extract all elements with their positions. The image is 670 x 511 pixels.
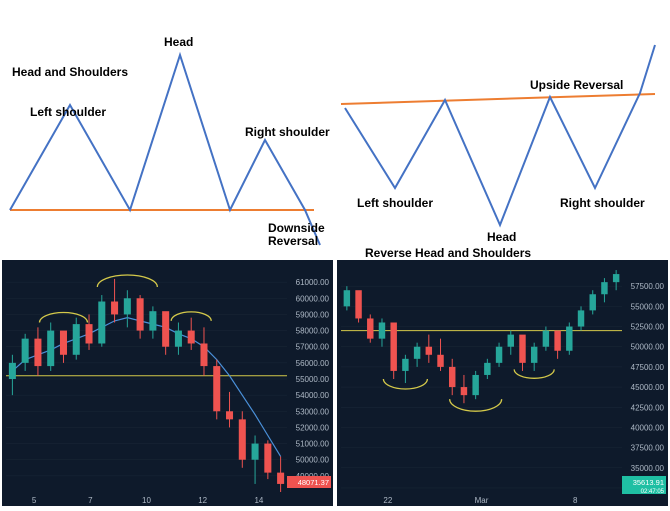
rhs-left-shoulder-label: Left shoulder xyxy=(357,196,433,210)
chart-canvas-right: 32500.0035000.0037500.0040000.0042500.00… xyxy=(337,260,668,506)
reverse-hs-pattern-diagram xyxy=(335,0,670,258)
svg-text:40000.00: 40000.00 xyxy=(631,423,665,432)
svg-text:61000.00: 61000.00 xyxy=(296,278,330,287)
svg-text:53000.00: 53000.00 xyxy=(296,407,330,416)
svg-text:37500.00: 37500.00 xyxy=(631,444,665,453)
svg-text:57000.00: 57000.00 xyxy=(296,343,330,352)
hs-title: Head and Shoulders xyxy=(12,65,128,79)
svg-text:55000.00: 55000.00 xyxy=(296,375,330,384)
svg-text:59000.00: 59000.00 xyxy=(296,310,330,319)
svg-text:48071.37: 48071.37 xyxy=(298,478,329,487)
hs-head-label: Head xyxy=(164,35,193,49)
svg-text:8: 8 xyxy=(573,496,578,505)
hs-candlestick-chart: 49000.0050000.0051000.0052000.0053000.00… xyxy=(2,260,333,506)
svg-text:35000.00: 35000.00 xyxy=(631,464,665,473)
svg-text:50000.00: 50000.00 xyxy=(296,456,330,465)
svg-text:54000.00: 54000.00 xyxy=(296,391,330,400)
bottom-charts: 49000.0050000.0051000.0052000.0053000.00… xyxy=(0,258,670,508)
hs-reversal-label: DownsideReversal xyxy=(268,222,325,248)
svg-text:12: 12 xyxy=(198,496,207,505)
svg-text:58000.00: 58000.00 xyxy=(296,327,330,336)
rhs-candlestick-chart: 32500.0035000.0037500.0040000.0042500.00… xyxy=(337,260,668,506)
chart-canvas-left: 49000.0050000.0051000.0052000.0053000.00… xyxy=(2,260,333,506)
svg-text:60000.00: 60000.00 xyxy=(296,294,330,303)
rhs-head-label: Head xyxy=(487,230,516,244)
rhs-right-shoulder-label: Right shoulder xyxy=(560,196,645,210)
svg-text:52500.00: 52500.00 xyxy=(631,323,665,332)
svg-text:Mar: Mar xyxy=(475,496,489,505)
svg-text:10: 10 xyxy=(142,496,151,505)
svg-text:35613.91: 35613.91 xyxy=(633,478,664,487)
svg-text:45000.00: 45000.00 xyxy=(631,383,665,392)
svg-text:52000.00: 52000.00 xyxy=(296,423,330,432)
svg-text:57500.00: 57500.00 xyxy=(631,282,665,291)
svg-text:42500.00: 42500.00 xyxy=(631,403,665,412)
svg-text:47500.00: 47500.00 xyxy=(631,363,665,372)
svg-text:14: 14 xyxy=(254,496,263,505)
hs-right-shoulder-label: Right shoulder xyxy=(245,125,330,139)
svg-text:55000.00: 55000.00 xyxy=(631,302,665,311)
rhs-reversal-label: Upside Reversal xyxy=(530,78,623,92)
svg-text:56000.00: 56000.00 xyxy=(296,359,330,368)
top-diagrams: Head and Shoulders Head Left shoulder Ri… xyxy=(0,0,670,258)
svg-text:02:47:05: 02:47:05 xyxy=(641,489,665,495)
svg-text:22: 22 xyxy=(383,496,392,505)
hs-left-shoulder-label: Left shoulder xyxy=(30,105,106,119)
svg-text:50000.00: 50000.00 xyxy=(631,343,665,352)
svg-text:51000.00: 51000.00 xyxy=(296,440,330,449)
svg-text:7: 7 xyxy=(88,496,93,505)
svg-text:5: 5 xyxy=(32,496,37,505)
